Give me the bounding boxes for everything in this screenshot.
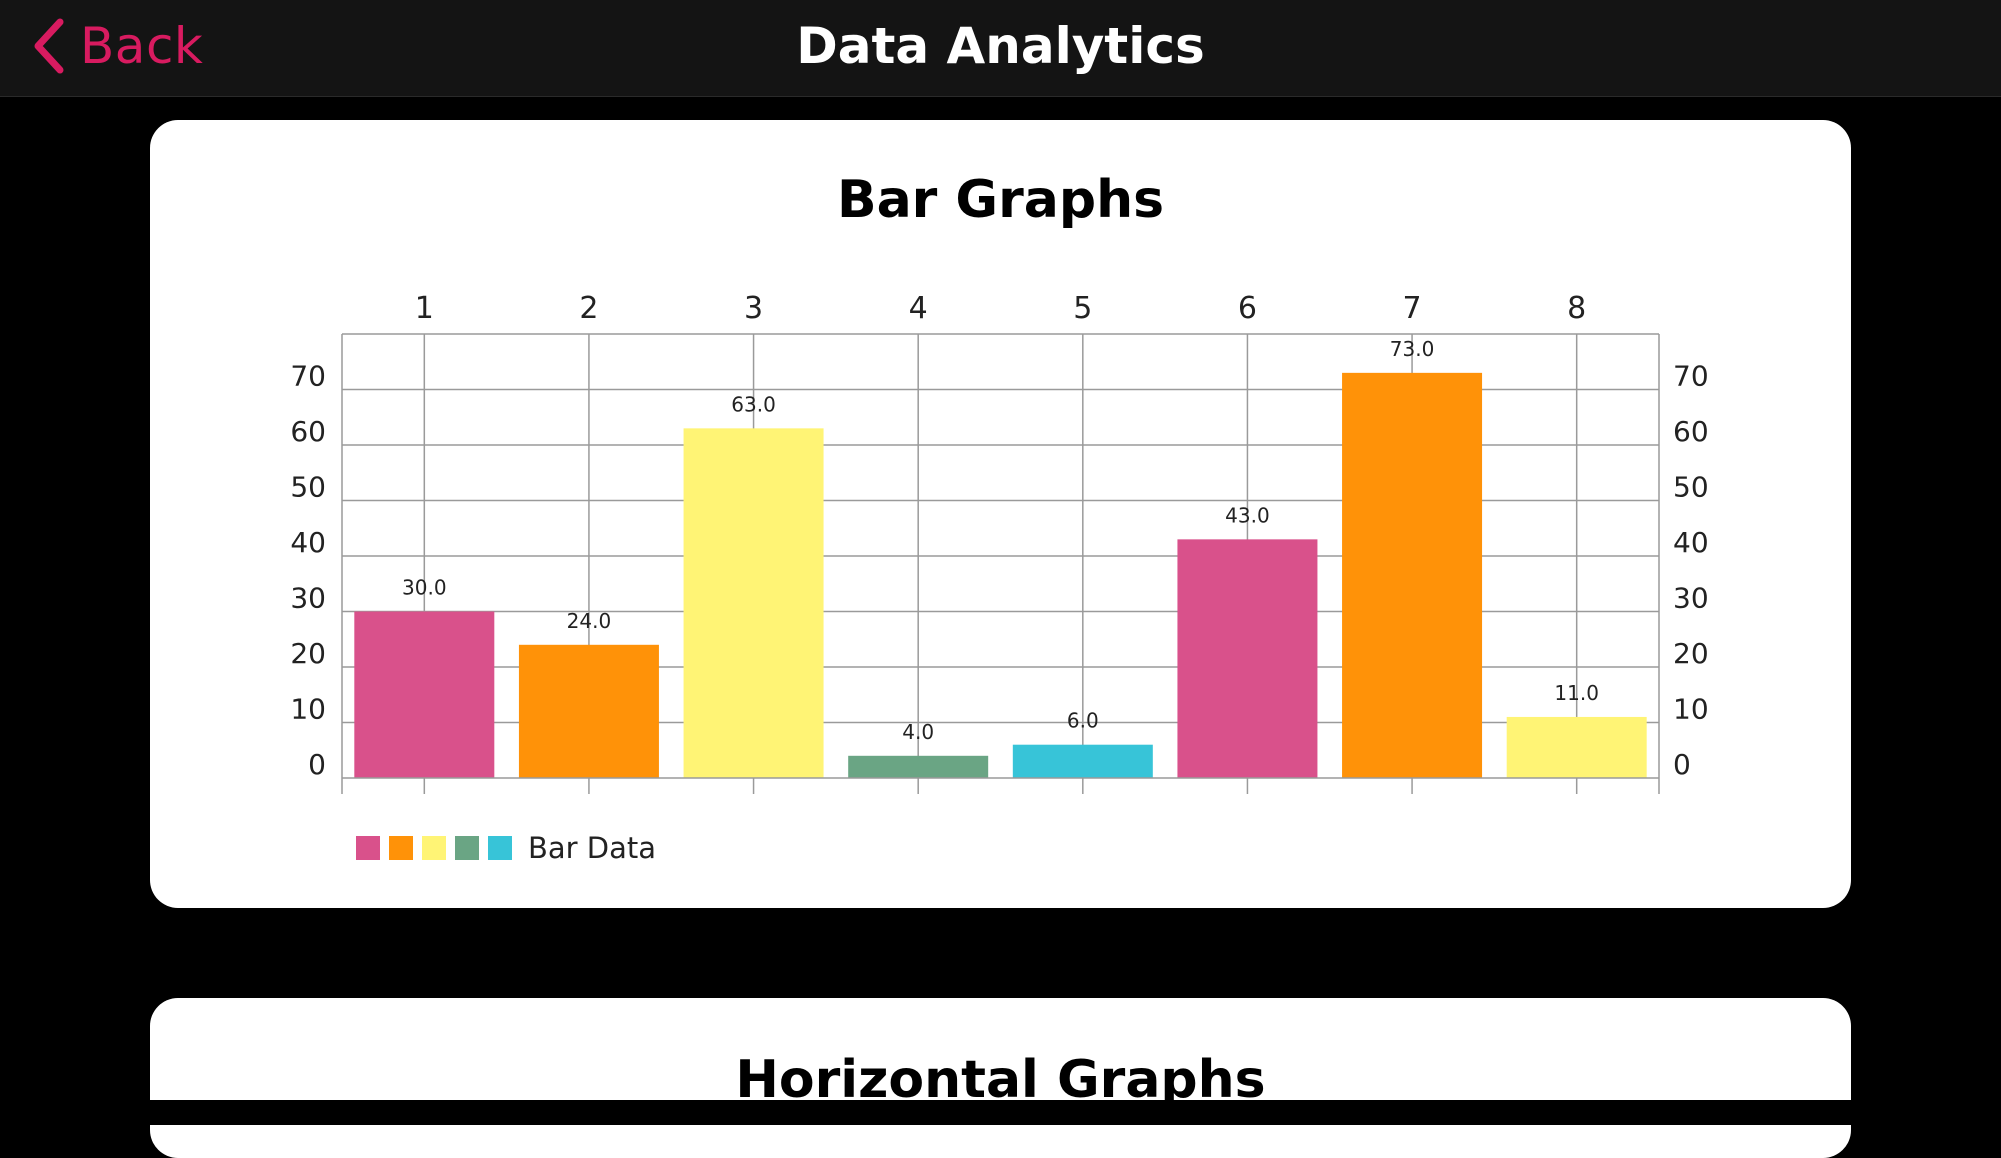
bar-value-label: 24.0 [567,609,612,633]
y-tick-label-left: 40 [290,526,326,559]
navigation-bar: Back Data Analytics [0,0,2001,97]
chevron-left-icon [32,18,66,74]
horizontal-graph-card: Horizontal Graphs [150,998,1851,1158]
bar [848,755,989,778]
bar-value-label: 43.0 [1225,503,1270,527]
y-tick-label-left: 20 [290,637,326,670]
y-tick-label-left: 60 [290,415,326,448]
x-tick-label: 1 [415,291,434,326]
legend-swatch [356,836,380,860]
x-tick-label: 7 [1403,291,1422,326]
bar [1506,716,1647,778]
y-tick-label-right: 30 [1673,582,1709,615]
x-tick-label: 5 [1073,291,1092,326]
back-button[interactable]: Back [32,14,203,78]
bar-value-label: 73.0 [1390,337,1435,361]
bar [518,644,659,778]
bar-value-label: 4.0 [902,720,934,744]
y-tick-label-left: 50 [290,471,326,504]
bar-chart: 30.0 24.0 63.0 4.0 6.0 43.0 73.0 11.0 1 2 3 4 5 6 7 8 0 0… [290,291,1709,865]
bar-value-label: 11.0 [1554,681,1599,705]
x-tick-label: 6 [1238,291,1257,326]
bottom-edge [0,1100,2001,1125]
bar [1177,539,1318,778]
legend-swatch [455,836,479,860]
x-tick-label: 4 [909,291,928,326]
y-tick-label-right: 50 [1673,471,1709,504]
y-tick-label-left: 70 [290,360,326,393]
page-title: Data Analytics [796,17,1205,75]
bar [1342,372,1483,778]
legend-swatch [488,836,512,860]
bar [354,611,495,778]
y-tick-label-right: 70 [1673,360,1709,393]
y-tick-label-right: 20 [1673,637,1709,670]
y-tick-label-left: 0 [308,748,326,781]
x-tick-label: 2 [579,291,598,326]
legend-swatch [389,836,413,860]
bar-value-label: 30.0 [402,576,447,600]
back-label: Back [80,17,204,75]
y-tick-label-right: 10 [1673,693,1709,726]
y-tick-label-left: 10 [290,693,326,726]
x-tick-label: 3 [744,291,763,326]
y-tick-label-right: 60 [1673,415,1709,448]
x-tick-label: 8 [1567,291,1586,326]
legend-swatch [422,836,446,860]
y-tick-label-left: 30 [290,582,326,615]
legend-label: Bar Data [528,831,656,865]
card-title: Bar Graphs [836,170,1165,230]
bar-value-label: 63.0 [731,392,776,416]
bar [683,428,824,778]
bar [1012,744,1153,778]
y-tick-label-right: 40 [1673,526,1709,559]
bar-graph-card: Bar Graphs 30.0 24.0 63.0 4.0 6.0 43.0 73.0 11.… [150,120,1851,908]
bar-value-label: 6.0 [1067,709,1099,733]
y-tick-label-right: 0 [1673,748,1691,781]
